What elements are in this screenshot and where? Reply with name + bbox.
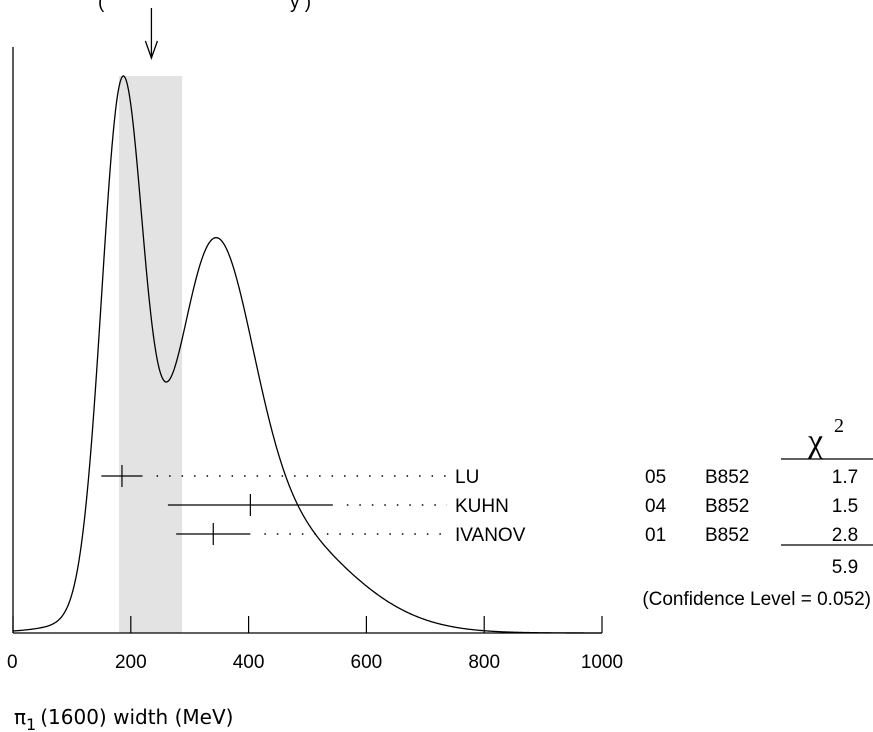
year-label: 01 xyxy=(645,525,666,546)
author-label: KUHN xyxy=(455,496,509,517)
x-tick-label: 200 xyxy=(115,652,147,673)
x-axis-title-rest: (1600) width (MeV) xyxy=(40,705,233,729)
author-label: IVANOV xyxy=(455,525,526,546)
chi2-header: χ xyxy=(807,423,823,460)
chi2-value: 1.5 xyxy=(832,496,858,517)
experiment-label: B852 xyxy=(705,467,749,488)
x-tick-label: 800 xyxy=(468,652,500,673)
x-axis-ticks xyxy=(12,616,603,633)
year-label: 04 xyxy=(645,496,667,517)
year-label: 05 xyxy=(645,467,666,488)
experiment-label: B852 xyxy=(705,525,749,546)
header-partial-right: y ) xyxy=(290,0,311,13)
chi2-total: 5.9 xyxy=(832,557,858,578)
x-axis-title: π1 (1600) width (MeV) xyxy=(14,705,233,732)
x-axis-tick-labels: 0 200 400 600 800 1000 xyxy=(7,652,623,673)
x-tick-label: 0 xyxy=(7,652,18,673)
measurement-rows: LU 05 B852 1.7 KUHN 04 B852 1.5 IVANOV 01 B852 2.8 xyxy=(101,465,858,546)
x-tick-label: 400 xyxy=(233,652,265,673)
average-band xyxy=(119,76,183,633)
x-axis-title-pi: π xyxy=(14,705,26,729)
author-label: LU xyxy=(455,467,479,488)
confidence-level: (Confidence Level = 0.052) xyxy=(642,589,871,610)
chi2-value: 2.8 xyxy=(832,525,858,546)
x-axis-title-sub: 1 xyxy=(26,715,36,732)
chi2-header-sup: 2 xyxy=(834,415,844,437)
average-arrow-icon xyxy=(144,8,159,60)
x-tick-label: 1000 xyxy=(581,652,623,673)
chi2-value: 1.7 xyxy=(832,467,858,488)
experiment-label: B852 xyxy=(705,496,749,517)
ideogram-curve xyxy=(12,75,603,634)
x-tick-label: 600 xyxy=(351,652,383,673)
header-partial-left: ( xyxy=(98,0,105,13)
